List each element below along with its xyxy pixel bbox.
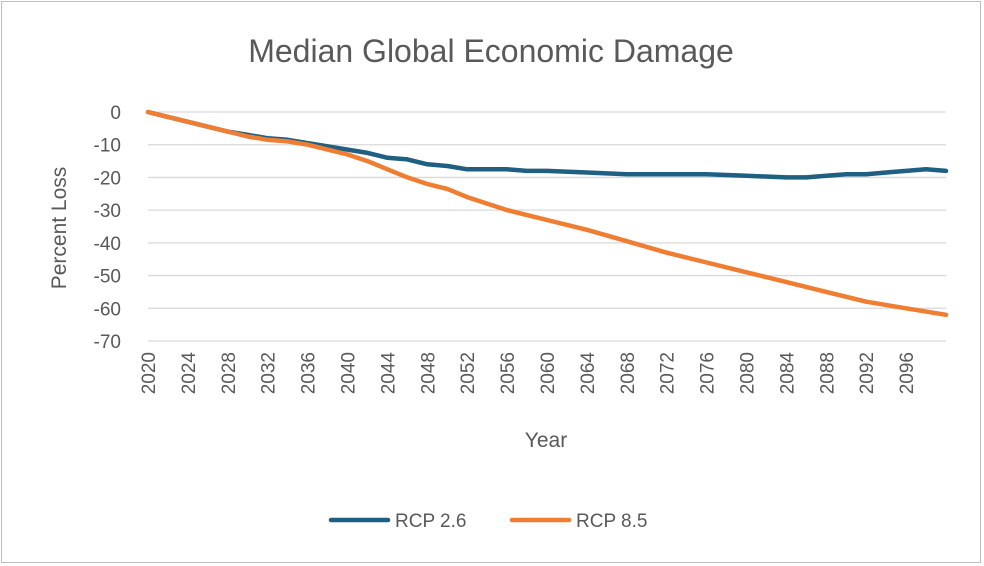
- y-tick-label: -30: [94, 201, 121, 222]
- series-line-rcp-8-5: [145, 109, 949, 318]
- x-tick-label: 2072: [658, 352, 679, 394]
- y-tick-label: -10: [94, 136, 121, 157]
- x-tick-label: 2096: [897, 352, 918, 394]
- x-tick-label: 2028: [219, 352, 240, 394]
- x-tick-label: 2084: [777, 352, 798, 395]
- x-axis-title: Year: [525, 429, 567, 452]
- x-tick-label: 2060: [538, 352, 559, 394]
- x-tick-label: 2092: [857, 352, 878, 394]
- x-tick-label: 2088: [817, 352, 838, 394]
- x-tick-label: 2040: [339, 352, 360, 394]
- x-tick-label: 2080: [738, 352, 759, 394]
- y-axis-ticks: 0 -10 -20 -30 -40 -50 -60 -70: [94, 103, 121, 353]
- y-tick-label: 0: [110, 103, 121, 124]
- x-tick-label: 2064: [578, 352, 599, 395]
- x-axis-ticks: 2020 2024 2028 2032 2036 2040 2044 2048 2052 2056…: [139, 352, 918, 395]
- y-tick-label: -50: [94, 267, 121, 288]
- x-tick-label: 2020: [139, 352, 160, 394]
- x-tick-label: 2052: [458, 352, 479, 394]
- x-tick-label: 2044: [378, 352, 399, 395]
- x-tick-label: 2048: [418, 352, 439, 394]
- y-tick-label: -70: [94, 332, 121, 353]
- gridlines: [148, 111, 946, 342]
- y-tick-label: -60: [94, 299, 121, 320]
- x-tick-label: 2068: [618, 352, 639, 394]
- x-tick-label: 2076: [698, 352, 719, 394]
- y-tick-label: -20: [94, 168, 121, 189]
- y-tick-label: -40: [94, 234, 121, 255]
- x-tick-label: 2036: [299, 352, 320, 394]
- legend-label: RCP 8.5: [576, 511, 647, 532]
- legend-label: RCP 2.6: [395, 511, 466, 532]
- x-tick-label: 2032: [259, 352, 280, 394]
- x-tick-label: 2056: [498, 352, 519, 394]
- series-group: [145, 109, 949, 318]
- legend: RCP 2.6 RCP 8.5: [328, 511, 647, 532]
- chart-title: Median Global Economic Damage: [248, 33, 734, 69]
- y-axis-title: Percent Loss: [48, 167, 71, 290]
- x-tick-label: 2024: [179, 352, 200, 395]
